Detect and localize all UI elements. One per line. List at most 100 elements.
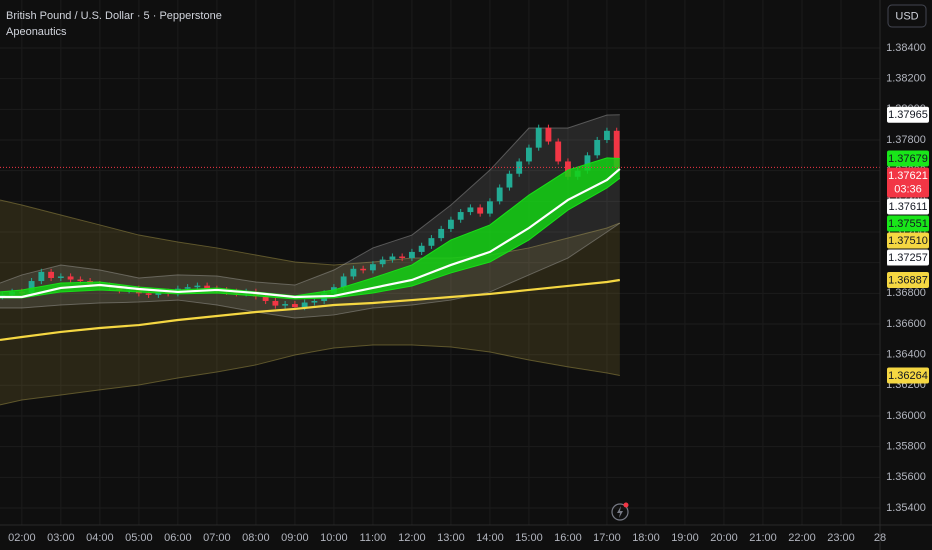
- price-tag-label: 1.37551: [888, 218, 928, 230]
- candle-body: [457, 212, 464, 220]
- candle-body: [194, 285, 201, 288]
- x-tick-label: 28: [874, 532, 886, 544]
- candle-body: [282, 304, 289, 306]
- x-tick-label: 02:00: [8, 532, 36, 544]
- candle-body: [555, 141, 562, 162]
- candle-body: [291, 304, 298, 308]
- price-tag: [887, 198, 929, 215]
- plot-area: [0, 0, 881, 525]
- x-tick-label: 10:00: [320, 532, 348, 544]
- x-tick-label: 13:00: [437, 532, 465, 544]
- candle-body: [565, 161, 571, 177]
- price-tag-label: 1.36887: [888, 274, 928, 286]
- currency-button[interactable]: USD: [887, 4, 927, 28]
- candle-body: [67, 276, 74, 280]
- price-tag: [887, 150, 929, 167]
- price-tag-label: 1.36264: [888, 370, 928, 382]
- x-tick-label: 19:00: [671, 532, 699, 544]
- price-tag-label: 1.37621: [888, 170, 928, 182]
- x-tick-label: 03:00: [47, 532, 75, 544]
- price-tag: [887, 367, 929, 384]
- candle-body: [77, 279, 84, 282]
- candle-body: [340, 276, 347, 288]
- candle-body: [57, 276, 64, 278]
- candle-body: [613, 130, 620, 168]
- candle-body: [38, 271, 45, 282]
- candle-body: [496, 187, 503, 202]
- candle-body: [526, 147, 532, 162]
- y-tick-label: 1.36600: [886, 318, 926, 330]
- band-fill: [0, 157, 620, 299]
- y-tick-label: 1.35800: [886, 441, 926, 453]
- candle-body: [604, 130, 610, 140]
- indicator-line: [0, 278, 620, 342]
- price-tag-label: 1.37679: [888, 153, 928, 165]
- candle-body: [399, 256, 406, 259]
- x-tick-label: 15:00: [515, 532, 543, 544]
- x-tick-label: 23:00: [827, 532, 855, 544]
- price-tag-label: 1.37510: [888, 235, 928, 247]
- candle-body: [418, 245, 425, 252]
- candle-body: [28, 281, 35, 294]
- candle-body: [301, 302, 308, 308]
- y-tick-label: 1.35600: [886, 471, 926, 483]
- candle-body: [262, 296, 269, 301]
- candle-body: [487, 201, 493, 214]
- y-tick-label: 1.38400: [886, 42, 926, 54]
- x-tick-label: 18:00: [632, 532, 660, 544]
- candle-body: [350, 268, 357, 277]
- band-fill: [0, 199, 620, 405]
- candle-body: [467, 207, 474, 213]
- band-edge: [0, 177, 621, 300]
- price-countdown: 03:36: [894, 183, 922, 195]
- x-tick-label: 14:00: [476, 532, 504, 544]
- alert-icon-dot[interactable]: [623, 502, 629, 508]
- price-tag: [887, 106, 929, 123]
- alert-icon-ring[interactable]: [611, 503, 629, 521]
- x-tick-label: 20:00: [710, 532, 738, 544]
- currency-label[interactable]: USD: [895, 10, 918, 22]
- x-tick-label: 08:00: [242, 532, 270, 544]
- candle-body: [447, 219, 454, 229]
- candle-body: [204, 285, 211, 289]
- candle-body: [389, 256, 396, 260]
- candle-body: [272, 300, 279, 306]
- x-tick-label: 16:00: [554, 532, 582, 544]
- candle-body: [311, 300, 318, 303]
- price-tag: [887, 167, 929, 198]
- x-tick-label: 04:00: [86, 532, 114, 544]
- candle-body: [545, 127, 552, 142]
- currency-button-box[interactable]: [887, 4, 927, 28]
- band-edge: [0, 222, 621, 319]
- band-edge: [0, 157, 620, 297]
- candle-body: [145, 293, 152, 295]
- y-tick-label: 1.36400: [886, 349, 926, 361]
- alert-icon[interactable]: [611, 502, 629, 521]
- x-tick-label: 07:00: [203, 532, 231, 544]
- indicator-line: [0, 168, 621, 299]
- x-tick-label: 09:00: [281, 532, 309, 544]
- candle-body: [184, 287, 191, 289]
- indicator-name: Apeonautics: [6, 26, 67, 38]
- x-tick-label: 11:00: [360, 532, 387, 544]
- y-tick-label: 1.36000: [886, 410, 926, 422]
- candle-body: [360, 268, 367, 271]
- alert-icon-bolt[interactable]: [617, 506, 623, 518]
- price-tag: [887, 215, 929, 232]
- y-tick-label: 1.35400: [886, 502, 926, 514]
- price-tag: [887, 271, 929, 288]
- y-tick-label: 1.36800: [886, 287, 926, 299]
- candle-body: [438, 228, 445, 239]
- candle-body: [477, 207, 484, 214]
- band-edge: [0, 114, 620, 286]
- candle-body: [584, 155, 591, 171]
- x-tick-label: 05:00: [125, 532, 153, 544]
- band-edge: [0, 344, 620, 406]
- price-tag: [887, 249, 929, 266]
- price-tag-label: 1.37611: [889, 201, 928, 213]
- x-tick-label: 12:00: [398, 532, 426, 544]
